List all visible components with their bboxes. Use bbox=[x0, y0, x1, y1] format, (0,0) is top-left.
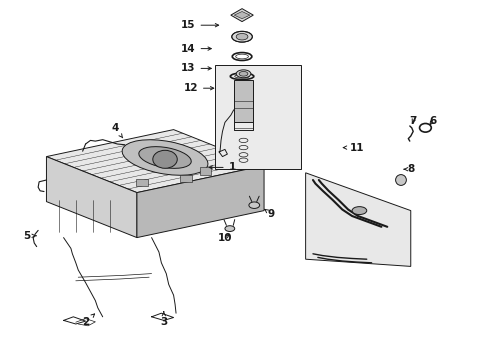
Ellipse shape bbox=[139, 147, 191, 168]
Polygon shape bbox=[305, 173, 410, 266]
Text: 4: 4 bbox=[111, 123, 122, 138]
Text: 9: 9 bbox=[264, 209, 274, 219]
Bar bbox=[215, 65, 300, 169]
Text: 6: 6 bbox=[428, 116, 435, 126]
Bar bbox=[199, 167, 211, 175]
Text: 2: 2 bbox=[82, 314, 94, 327]
Text: 13: 13 bbox=[181, 63, 211, 73]
Ellipse shape bbox=[351, 207, 366, 215]
Text: 15: 15 bbox=[181, 20, 218, 30]
Bar bbox=[136, 179, 147, 186]
Text: 11: 11 bbox=[343, 143, 364, 153]
Text: 8: 8 bbox=[404, 164, 413, 174]
Ellipse shape bbox=[239, 72, 247, 76]
Text: 3: 3 bbox=[160, 312, 167, 327]
Ellipse shape bbox=[395, 175, 406, 185]
Polygon shape bbox=[137, 166, 264, 238]
Text: 12: 12 bbox=[183, 83, 213, 93]
Ellipse shape bbox=[236, 33, 247, 40]
Ellipse shape bbox=[236, 70, 250, 78]
Polygon shape bbox=[230, 9, 253, 22]
Ellipse shape bbox=[122, 140, 207, 175]
Ellipse shape bbox=[231, 31, 252, 42]
Text: 5: 5 bbox=[23, 231, 36, 241]
Bar bbox=[180, 175, 191, 182]
Ellipse shape bbox=[248, 202, 259, 208]
Ellipse shape bbox=[224, 226, 234, 231]
Text: 7: 7 bbox=[408, 116, 416, 126]
Bar bbox=[233, 80, 253, 122]
Text: 14: 14 bbox=[181, 44, 211, 54]
Text: 1: 1 bbox=[209, 162, 235, 172]
Polygon shape bbox=[46, 130, 264, 193]
Circle shape bbox=[153, 150, 177, 168]
Polygon shape bbox=[234, 12, 249, 19]
Text: 10: 10 bbox=[217, 233, 232, 243]
Polygon shape bbox=[46, 157, 137, 238]
